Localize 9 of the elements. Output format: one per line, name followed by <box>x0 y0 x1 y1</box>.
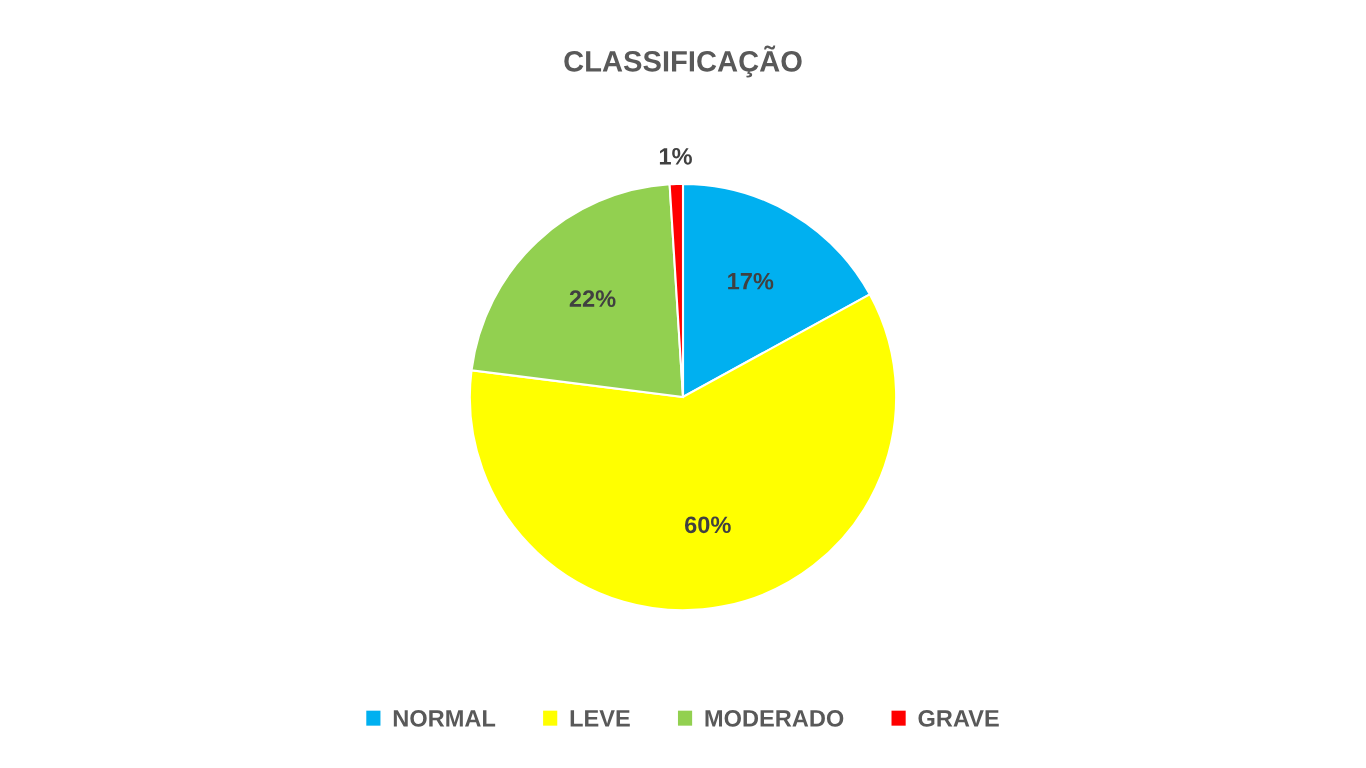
data-label: 22% <box>569 290 616 307</box>
data-label: 17% <box>728 272 774 290</box>
legend-label: LEVE <box>570 710 630 727</box>
legend-label: NORMAL <box>393 710 496 727</box>
data-label: 60% <box>685 516 731 534</box>
data-label: 1% <box>659 148 692 165</box>
chart-title: CLASSIFICAÇÃO <box>564 45 802 78</box>
legend-label: MODERADO <box>705 710 844 727</box>
legend-label: GRAVE <box>918 710 999 727</box>
